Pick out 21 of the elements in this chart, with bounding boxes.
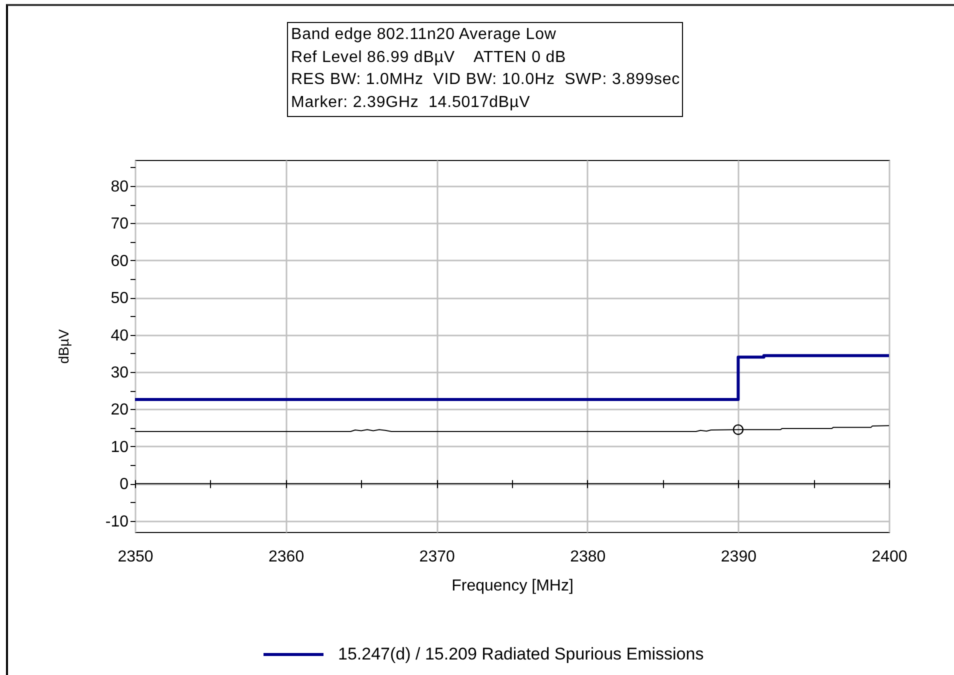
x-tick-label: 2400 [872, 548, 908, 566]
x-tick-label: 2360 [268, 548, 304, 566]
x-tick-label: 2390 [720, 548, 757, 566]
x-tick-label: 2370 [419, 548, 455, 566]
y-axis-title: dBµV [55, 328, 72, 364]
chart-title: Band edge 802.11n20 Average Low [291, 25, 558, 45]
y-tick-label: 80 [110, 178, 129, 196]
y-tick-label: -10 [105, 513, 129, 530]
y-tick-label: 50 [110, 290, 129, 308]
y-tick-label: 30 [110, 364, 129, 382]
y-tick-label: 70 [110, 216, 129, 233]
y-tick-label: 60 [110, 252, 129, 270]
y-tick-label: 10 [110, 438, 129, 456]
text-frame: Band edge 802.11n20 Average Low Ref Level 86.99 dBµV ATTEN 0 dB RES BW: 1.0MHz VID BW: 10.0Hz SWP: 3.899sec Marker: 2.39GHz 14.5017dBµV [287, 22, 684, 117]
y-tick-label: 20 [110, 402, 129, 419]
legend-label: 15.247(d) / 15.209 Radiated Spurious Emissions [338, 644, 704, 664]
y-tick-label: 0 [120, 476, 129, 494]
y-tick-label: 40 [110, 327, 129, 344]
x-tick-label: 2350 [118, 548, 154, 566]
x-tick-label: 2380 [570, 548, 606, 566]
x-axis-title: Frequency [MHz] [452, 578, 574, 594]
